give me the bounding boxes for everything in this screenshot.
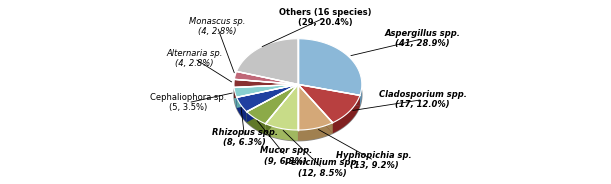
Text: Hyphopichia sp.
(13, 9.2%): Hyphopichia sp. (13, 9.2%) <box>336 151 412 170</box>
Polygon shape <box>247 84 298 122</box>
Text: Monascus sp.
(4, 2.8%): Monascus sp. (4, 2.8%) <box>189 17 246 36</box>
Polygon shape <box>332 95 360 133</box>
Text: Others (16 species)
(29, 20.4%): Others (16 species) (29, 20.4%) <box>279 8 371 27</box>
Polygon shape <box>234 79 298 87</box>
Polygon shape <box>236 84 298 112</box>
Polygon shape <box>235 71 298 84</box>
Polygon shape <box>298 84 332 133</box>
Text: Penicillium spp.
(12, 8.5%): Penicillium spp. (12, 8.5%) <box>285 158 359 178</box>
Polygon shape <box>236 97 247 122</box>
Polygon shape <box>266 124 298 141</box>
Polygon shape <box>298 84 360 106</box>
Polygon shape <box>234 84 298 98</box>
Polygon shape <box>236 84 298 108</box>
Polygon shape <box>236 84 298 108</box>
Polygon shape <box>247 84 298 124</box>
Text: Cladosporium spp.
(17, 12.0%): Cladosporium spp. (17, 12.0%) <box>379 90 467 109</box>
Polygon shape <box>247 84 298 122</box>
Polygon shape <box>234 87 236 108</box>
Polygon shape <box>298 84 332 133</box>
Text: Alternaria sp.
(4, 2.8%): Alternaria sp. (4, 2.8%) <box>166 49 222 68</box>
Text: Aspergillus spp.
(41, 28.9%): Aspergillus spp. (41, 28.9%) <box>385 29 461 48</box>
Polygon shape <box>298 84 360 106</box>
Polygon shape <box>234 49 362 141</box>
Polygon shape <box>298 84 360 123</box>
Polygon shape <box>360 84 362 106</box>
Polygon shape <box>298 123 332 141</box>
Text: Mucor spp.
(9, 6.3%): Mucor spp. (9, 6.3%) <box>260 146 312 166</box>
Polygon shape <box>234 84 298 97</box>
Polygon shape <box>266 84 298 130</box>
Polygon shape <box>266 84 298 134</box>
Polygon shape <box>247 112 266 134</box>
Polygon shape <box>236 39 298 84</box>
Polygon shape <box>234 84 298 98</box>
Text: Rhizopus spp.
(8, 6.3%): Rhizopus spp. (8, 6.3%) <box>211 128 277 147</box>
Polygon shape <box>266 84 298 134</box>
Text: Cephaliophora sp.
(5, 3.5%): Cephaliophora sp. (5, 3.5%) <box>150 93 227 112</box>
Polygon shape <box>298 39 362 95</box>
Polygon shape <box>298 84 332 130</box>
